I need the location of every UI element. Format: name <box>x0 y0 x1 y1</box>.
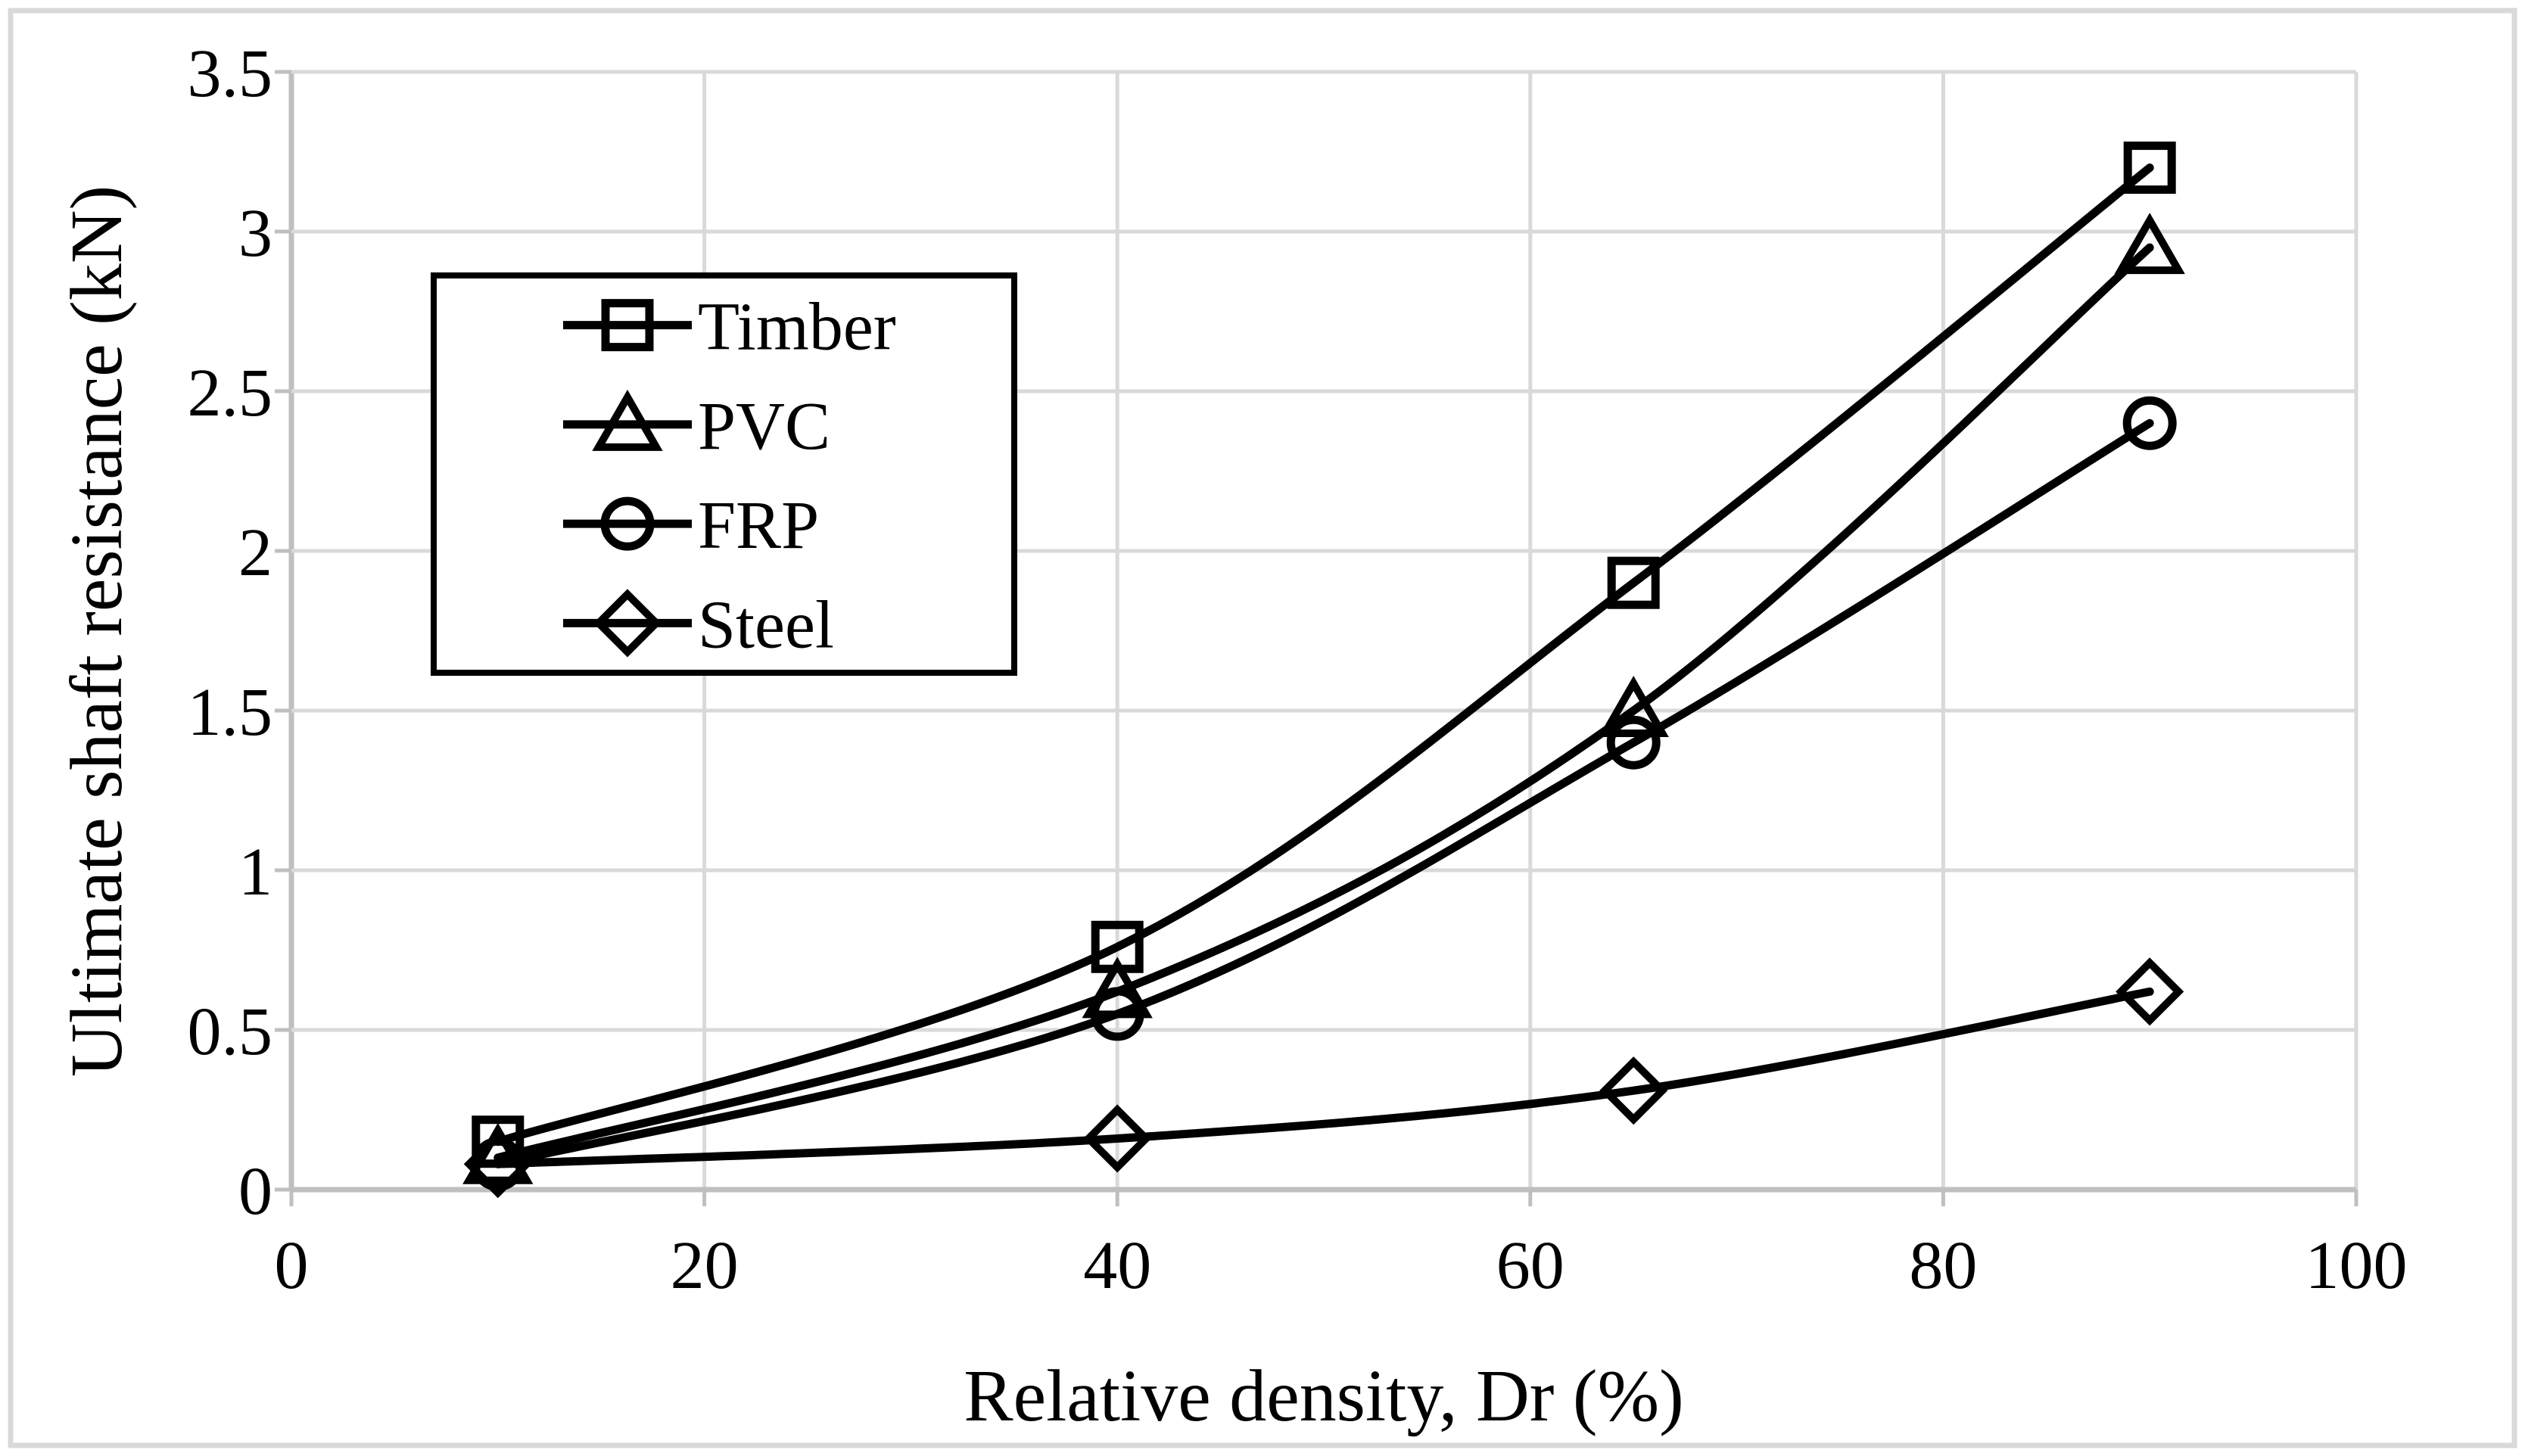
y-tick-label-2.5: 2.5 <box>188 356 273 431</box>
legend-label-timber: Timber <box>698 290 896 365</box>
x-tick-label-60: 60 <box>1496 1228 1565 1303</box>
diamond-marker-icon <box>1599 1056 1668 1125</box>
series-line-pvc <box>493 243 2154 1162</box>
x-tick-label-40: 40 <box>1083 1228 1151 1303</box>
triangle-marker-icon <box>2114 213 2185 275</box>
series-line-frp <box>493 418 2154 1168</box>
series-line-timber <box>493 163 2154 1146</box>
square-marker-icon <box>601 299 654 352</box>
y-tick-label-2: 2 <box>238 515 272 590</box>
square-marker-icon <box>2123 142 2176 194</box>
figure-border <box>8 8 2517 1448</box>
square-marker-icon <box>472 1115 525 1168</box>
y-tick-label-3: 3 <box>238 196 272 271</box>
circle-marker-icon <box>1090 987 1144 1041</box>
y-tick-label-3.5: 3.5 <box>188 36 273 111</box>
y-axis-title: Ultimate shaft resistance (kN) <box>56 185 138 1078</box>
triangle-marker-icon <box>462 1122 534 1184</box>
x-tick-label-0: 0 <box>275 1228 309 1303</box>
x-tick-label-20: 20 <box>671 1228 739 1303</box>
x-axis-title: Relative density, Dr (%) <box>964 1355 1684 1437</box>
series-line-steel <box>493 987 2154 1168</box>
triangle-marker-icon <box>1598 675 1669 737</box>
y-tick-label-1.5: 1.5 <box>188 675 273 750</box>
circle-marker-icon <box>2122 396 2177 450</box>
diamond-marker-icon <box>593 589 662 658</box>
legend-label-frp: FRP <box>698 488 819 563</box>
legend <box>431 272 1017 676</box>
legend-label-steel: Steel <box>698 587 834 662</box>
y-tick-label-0: 0 <box>238 1154 272 1229</box>
square-marker-icon <box>1607 556 1660 609</box>
circle-marker-icon <box>1606 715 1661 770</box>
y-tick-label-0.5: 0.5 <box>188 994 273 1069</box>
triangle-marker-icon <box>592 389 663 451</box>
diamond-marker-icon <box>2116 957 2184 1026</box>
diamond-marker-icon <box>463 1130 532 1199</box>
legend-label-pvc: PVC <box>698 389 830 464</box>
y-tick-label-1: 1 <box>238 835 272 910</box>
diamond-marker-icon <box>1083 1104 1152 1173</box>
x-tick-label-100: 100 <box>2306 1228 2408 1303</box>
triangle-marker-icon <box>1082 957 1153 1019</box>
circle-marker-icon <box>471 1137 525 1191</box>
x-tick-label-80: 80 <box>1909 1228 1977 1303</box>
circle-marker-icon <box>600 496 655 551</box>
